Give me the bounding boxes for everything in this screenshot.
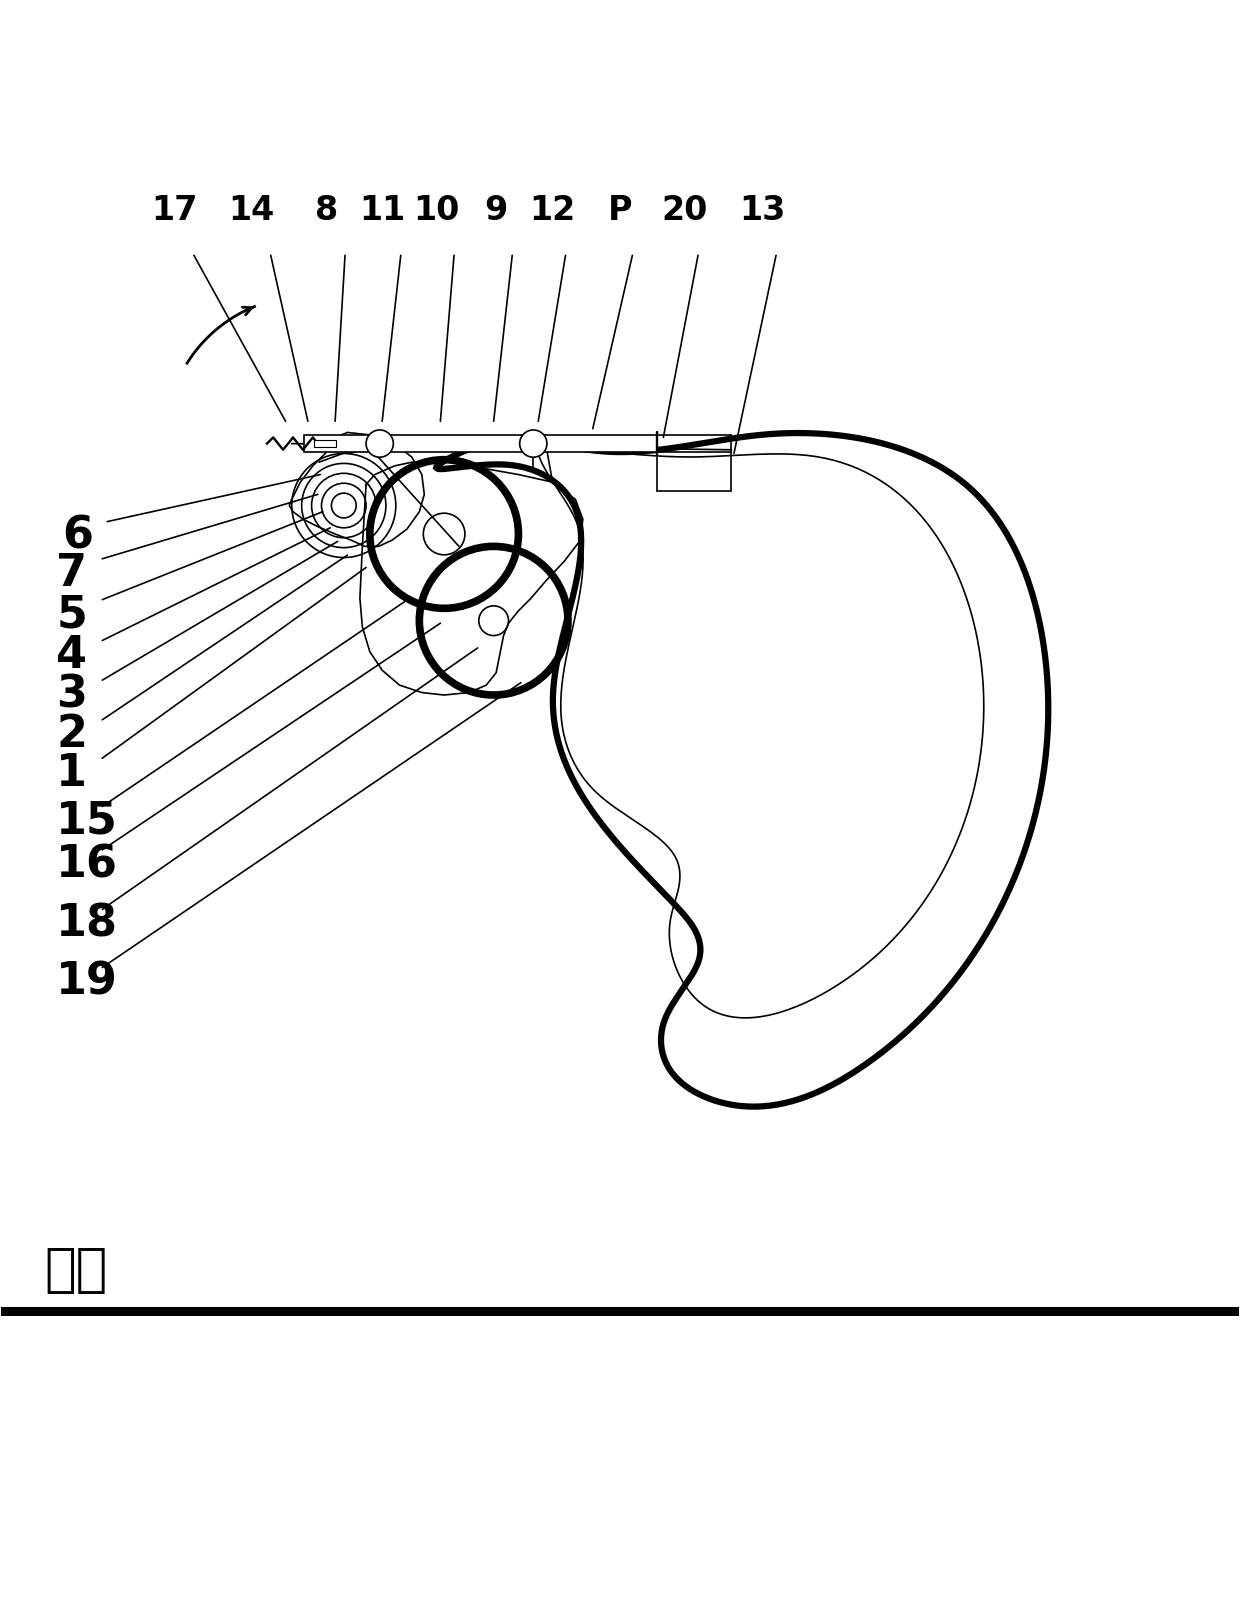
Circle shape — [366, 431, 393, 456]
Bar — [314, 440, 336, 447]
Text: 17: 17 — [151, 194, 197, 227]
Text: 10: 10 — [413, 194, 460, 227]
Text: 14: 14 — [228, 194, 274, 227]
Text: 7: 7 — [57, 552, 88, 595]
Text: 18: 18 — [57, 903, 119, 945]
Text: P: P — [608, 194, 632, 227]
Text: 8: 8 — [315, 194, 339, 227]
Text: 11: 11 — [360, 194, 405, 227]
Text: 9: 9 — [485, 194, 507, 227]
Text: 2: 2 — [57, 713, 88, 756]
Text: 15: 15 — [57, 800, 118, 844]
Text: 6: 6 — [63, 515, 94, 558]
Text: 4: 4 — [57, 634, 88, 677]
Text: 12: 12 — [528, 194, 575, 227]
Circle shape — [520, 431, 547, 456]
Text: 5: 5 — [57, 594, 87, 636]
Text: 20: 20 — [661, 194, 708, 227]
Text: 13: 13 — [739, 194, 786, 227]
Text: 地面: 地面 — [45, 1244, 108, 1295]
Text: 1: 1 — [57, 752, 88, 795]
Text: 3: 3 — [57, 674, 87, 716]
Text: 19: 19 — [57, 961, 118, 1003]
Bar — [304, 436, 657, 452]
Text: 16: 16 — [57, 844, 119, 886]
